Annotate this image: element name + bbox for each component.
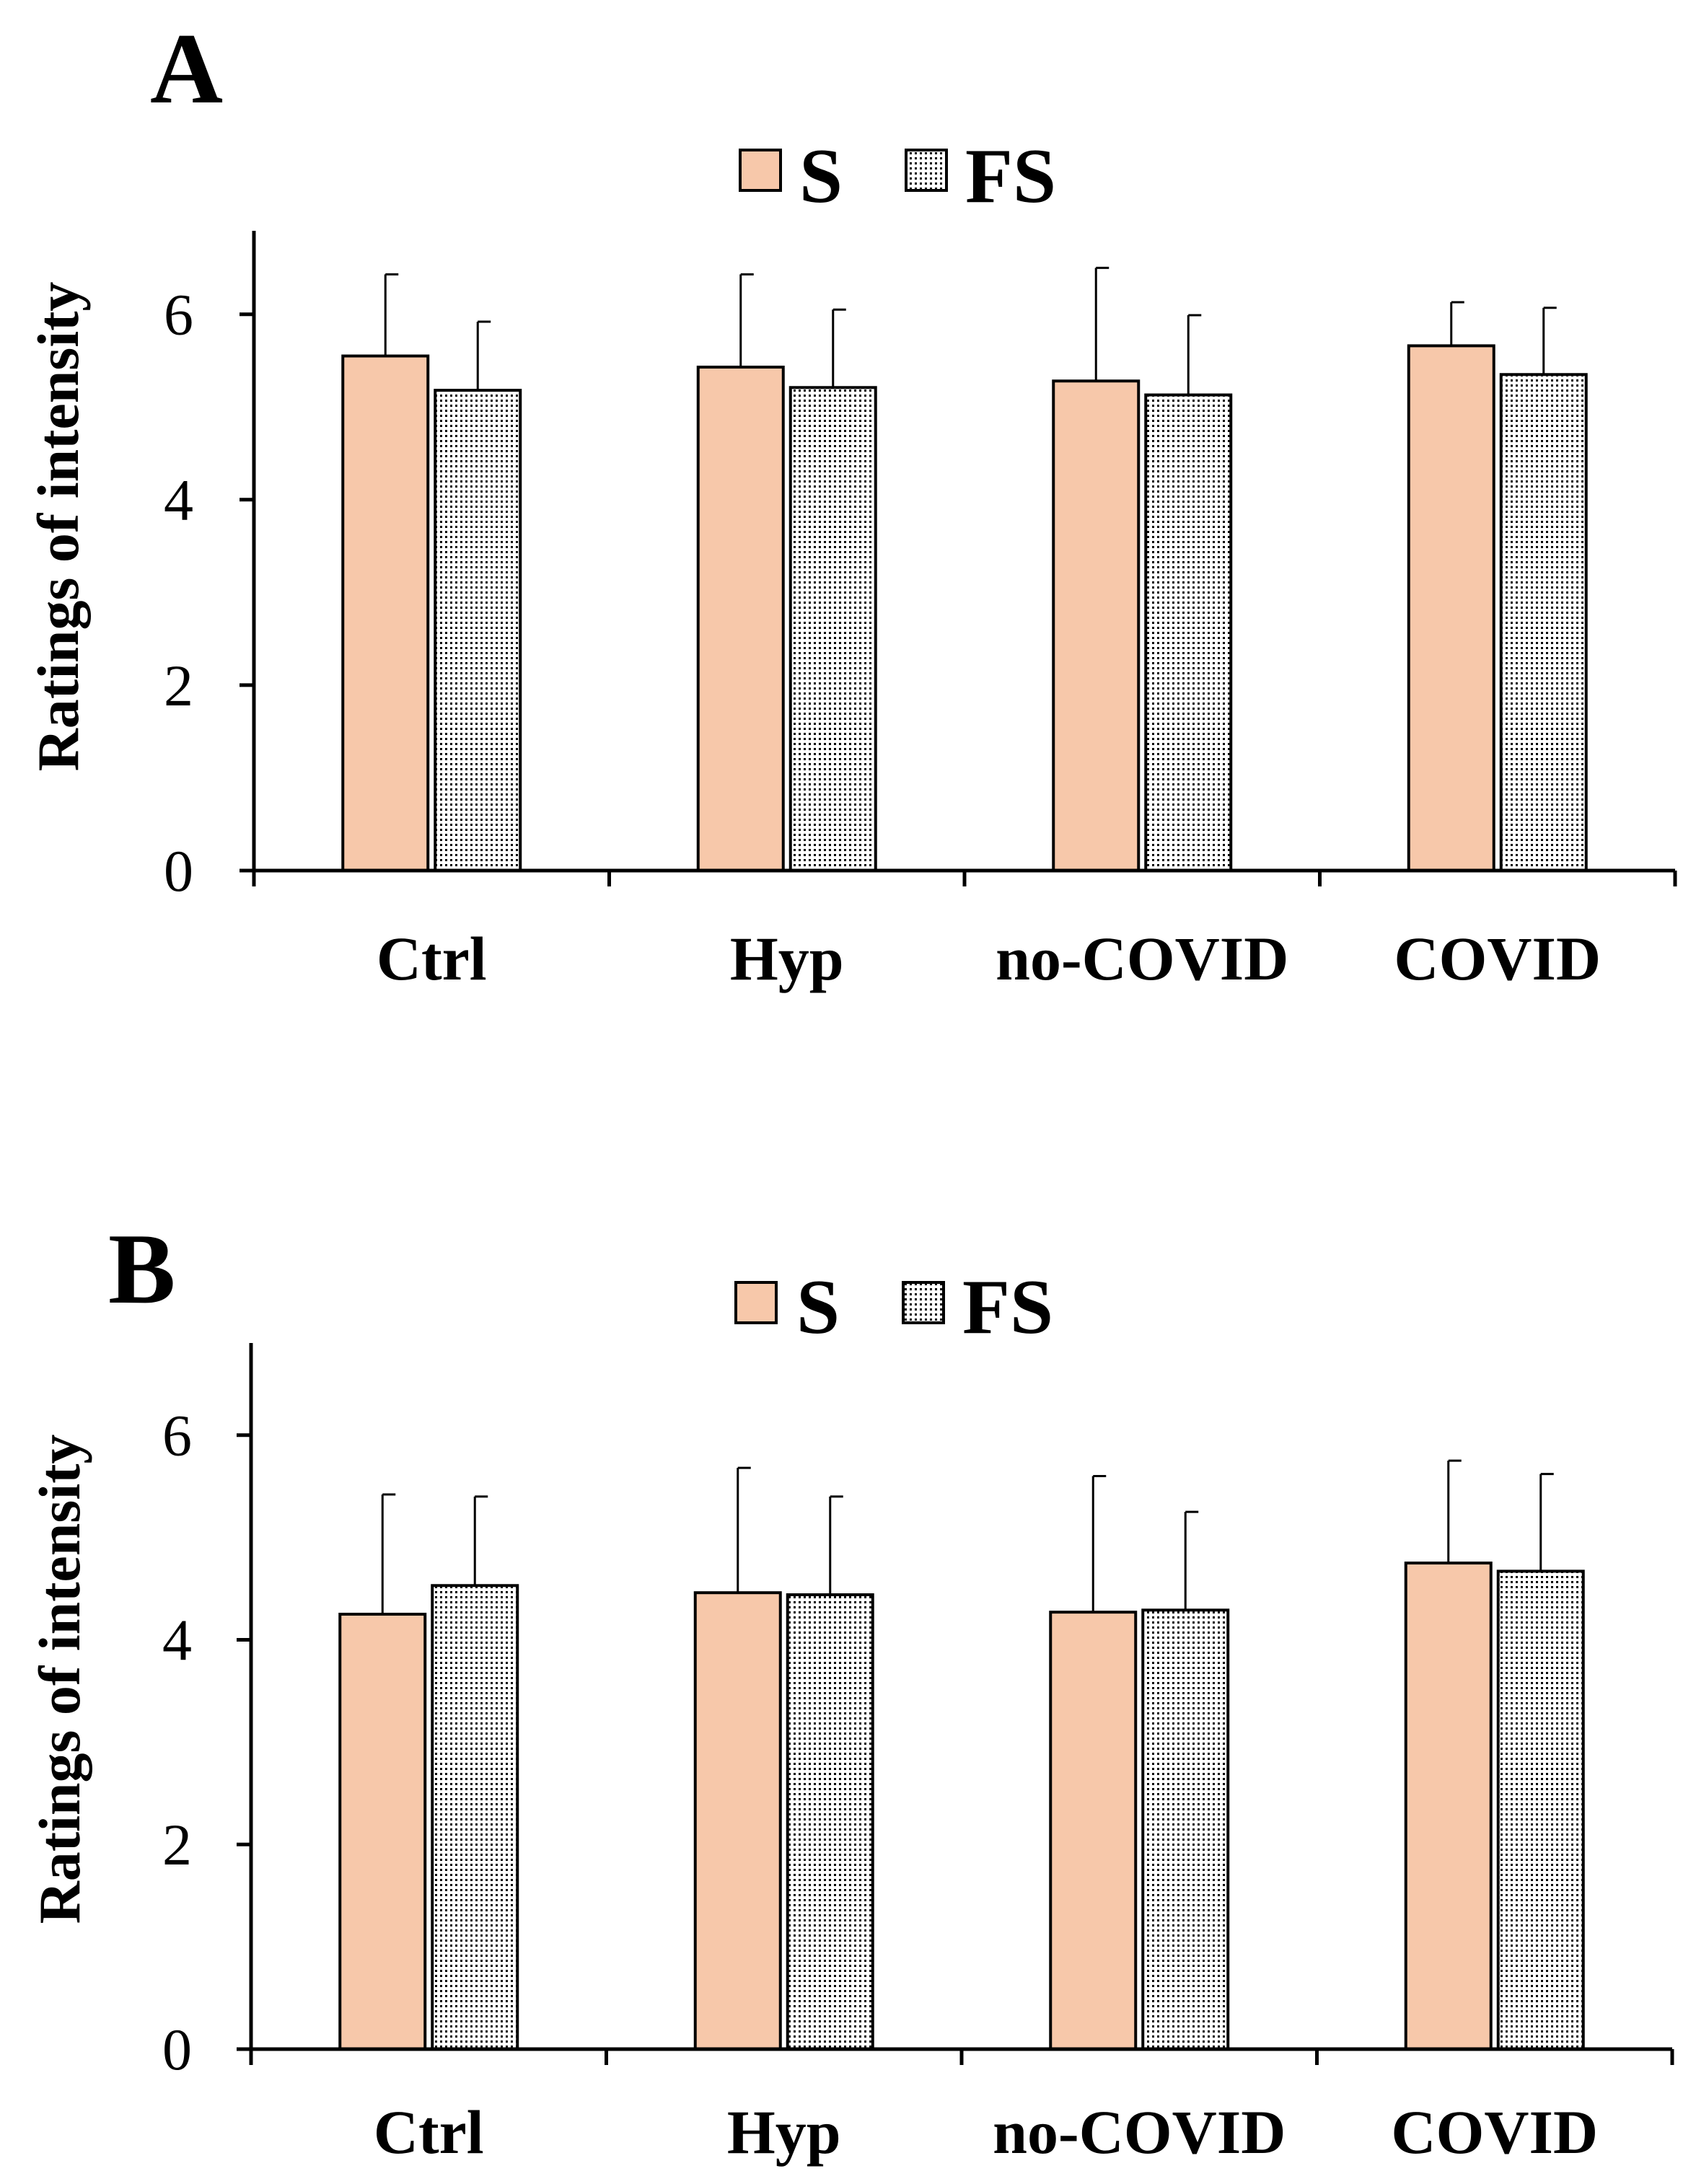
panel-a-category-label: Hyp [730, 924, 844, 993]
panel-a-bar-s [341, 354, 430, 873]
panel-a-y-tick-label: 6 [164, 282, 193, 348]
panel-b-legend: S FS [734, 1264, 1053, 1350]
panel-b-category-label: Ctrl [374, 2097, 484, 2167]
panel-b-letter: B [108, 1213, 175, 1325]
panel-b-bar-s [1404, 1562, 1493, 2051]
panel-a-bar-s [1052, 379, 1141, 872]
panel-a-bar-fs [434, 389, 522, 872]
panel-b-bar-s [693, 1591, 782, 2051]
panel-a-legend-fs-label: FS [965, 133, 1056, 219]
panel-a-category-label: COVID [1394, 924, 1601, 993]
panel-a: A S FS Ratings of intensity 0 2 4 6 Ctrl Hyp n… [25, 13, 1677, 993]
panel-a-ticks: 0 2 4 6 Ctrl Hyp no-COVID COVID [164, 282, 1677, 993]
panel-b-category-label: Hyp [727, 2097, 841, 2167]
panel-a-category-label: Ctrl [377, 924, 487, 993]
panel-a-legend-s-swatch [739, 149, 782, 192]
panel-a-bar-s [696, 365, 785, 873]
panel-a-bar-fs [1499, 373, 1588, 872]
panel-a-bars [341, 266, 1588, 873]
panel-b-bar-fs [431, 1584, 519, 2051]
panel-b-legend-fs-label: FS [962, 1264, 1053, 1350]
panel-b-y-tick-label: 2 [162, 1812, 192, 1877]
panel-b-bar-fs [1496, 1569, 1585, 2051]
panel-a-legend-s-label: S [799, 133, 843, 219]
panel-b-legend-s-swatch [734, 1281, 778, 1324]
panel-b-bar-s [338, 1612, 427, 2051]
panel-a-bar-fs [788, 386, 877, 872]
panel-b-bars [338, 1459, 1585, 2051]
panel-b-ticks: 0 2 4 6 Ctrl Hyp no-COVID COVID [162, 1403, 1674, 2167]
panel-b-y-tick-label: 4 [162, 1607, 192, 1673]
panel-b: B S FS Ratings of intensity 0 2 4 6 Ctrl Hyp n… [27, 1213, 1674, 2167]
panel-b-y-tick-label: 6 [162, 1403, 192, 1469]
panel-a-letter: A [150, 13, 223, 125]
panel-b-legend-s-label: S [796, 1264, 840, 1350]
panel-b-y-axis-label: Ratings of intensity [27, 1435, 92, 1924]
panel-a-legend: S FS [739, 133, 1056, 219]
panel-b-category-label: no-COVID [993, 2097, 1286, 2167]
panel-b-y-tick-label: 0 [162, 2017, 192, 2082]
panel-a-category-label: no-COVID [996, 924, 1288, 993]
panel-b-bar-fs [786, 1593, 874, 2051]
panel-a-legend-fs-swatch [905, 149, 948, 192]
panel-a-y-axis-label: Ratings of intensity [25, 282, 91, 772]
panel-b-bar-s [1049, 1611, 1138, 2051]
panel-a-y-tick-label: 2 [164, 653, 193, 718]
panel-a-bar-fs [1144, 393, 1233, 872]
panel-b-legend-fs-swatch [902, 1281, 945, 1324]
panel-b-category-label: COVID [1391, 2097, 1598, 2167]
panel-a-y-tick-label: 4 [164, 467, 193, 533]
panel-b-bar-fs [1141, 1608, 1230, 2051]
panel-a-y-tick-label: 0 [164, 838, 193, 904]
panel-a-bar-s [1407, 344, 1495, 872]
